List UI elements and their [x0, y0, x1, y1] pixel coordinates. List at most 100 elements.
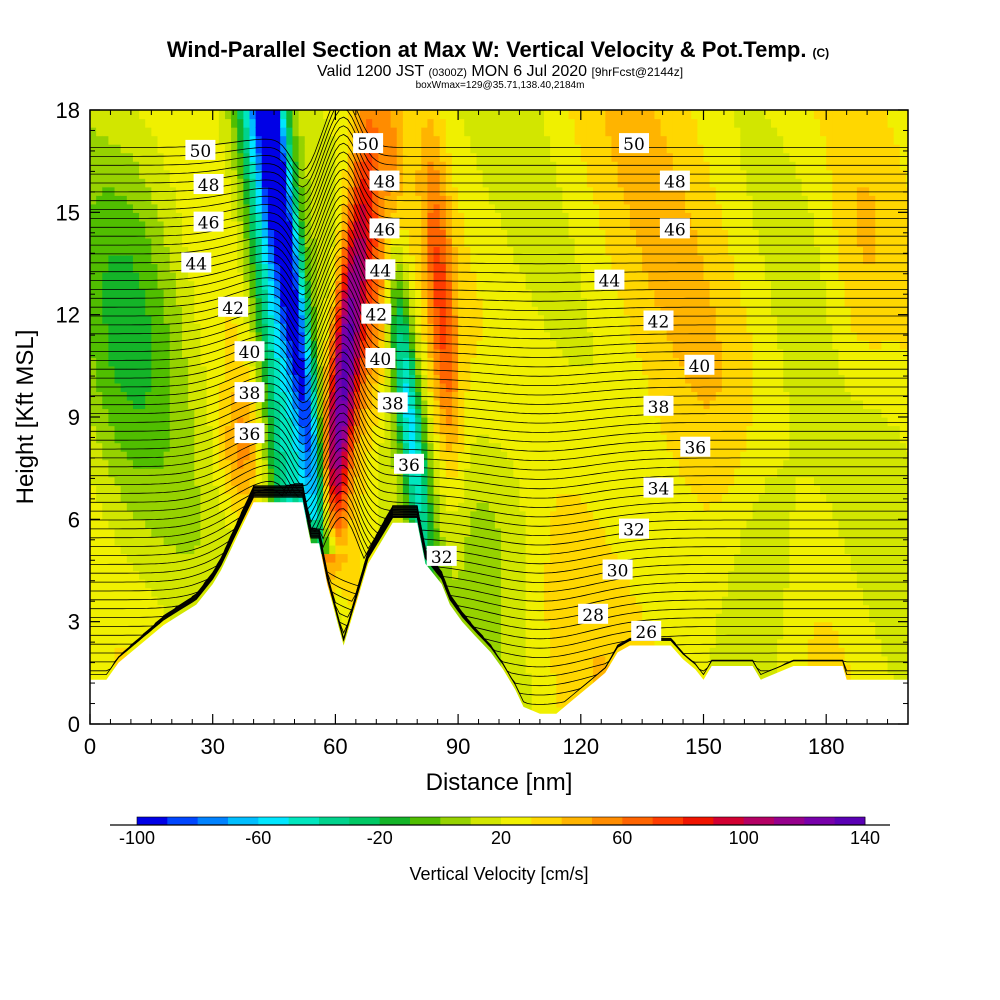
velocity-cell [169, 127, 177, 137]
velocity-cell [458, 203, 465, 213]
velocity-cell [182, 357, 189, 367]
velocity-cell [126, 476, 134, 486]
velocity-cell [151, 280, 159, 290]
velocity-cell [90, 212, 97, 222]
velocity-cell [188, 289, 195, 299]
velocity-cell [298, 144, 306, 154]
velocity-cell [237, 365, 244, 375]
velocity-cell [335, 604, 343, 614]
velocity-cell [409, 417, 416, 427]
velocity-cell [108, 604, 116, 614]
velocity-cell [188, 408, 195, 418]
velocity-cell [366, 178, 373, 188]
velocity-cell [409, 374, 416, 384]
velocity-cell [151, 502, 159, 512]
velocity-cell [96, 357, 103, 367]
velocity-cell [90, 110, 97, 120]
velocity-cell [157, 476, 165, 486]
velocity-cell [329, 331, 336, 341]
velocity-cell [182, 144, 189, 154]
velocity-cell [274, 127, 281, 137]
velocity-cell [476, 374, 484, 384]
velocity-cell [108, 587, 116, 597]
velocity-cell [243, 178, 251, 188]
velocity-cell [507, 596, 514, 606]
velocity-cell [341, 229, 349, 239]
velocity-cell [206, 510, 214, 520]
velocity-cell [458, 544, 465, 555]
velocity-cell [507, 331, 514, 341]
velocity-cell [359, 229, 367, 239]
velocity-cell [396, 272, 404, 282]
velocity-cell [114, 118, 122, 128]
velocity-cell [421, 408, 429, 418]
velocity-cell [114, 561, 122, 572]
velocity-cell [310, 442, 318, 452]
velocity-cell [274, 297, 281, 307]
velocity-cell [102, 459, 110, 469]
velocity-cell [96, 408, 103, 418]
velocity-cell [359, 169, 367, 179]
velocity-cell [132, 536, 140, 546]
velocity-cell [310, 220, 318, 230]
velocity-cell [347, 527, 355, 537]
velocity-cell [145, 297, 152, 307]
velocity-cell [464, 425, 471, 435]
velocity-cell [163, 527, 171, 537]
velocity-cell [292, 348, 300, 358]
velocity-cell [145, 604, 152, 614]
velocity-cell [286, 220, 294, 230]
velocity-cell [126, 144, 134, 154]
velocity-cell [335, 510, 343, 520]
velocity-cell [409, 203, 416, 213]
velocity-cell [108, 434, 116, 444]
velocity-cell [304, 203, 312, 213]
velocity-cell [317, 476, 324, 486]
velocity-cell [421, 365, 429, 375]
velocity-cell [409, 306, 416, 316]
velocity-cell [108, 596, 116, 606]
velocity-cell [451, 391, 459, 401]
velocity-cell [476, 502, 484, 512]
velocity-cell [261, 476, 269, 486]
velocity-cell [458, 485, 465, 495]
velocity-cell [409, 110, 416, 120]
velocity-cell [102, 553, 110, 563]
velocity-cell [433, 510, 441, 520]
velocity-cell [261, 186, 269, 196]
velocity-cell [310, 178, 318, 188]
velocity-cell [433, 493, 441, 503]
velocity-cell [218, 348, 226, 358]
velocity-cell [145, 382, 152, 393]
velocity-cell [292, 254, 300, 265]
velocity-cell [157, 434, 165, 444]
velocity-cell [470, 442, 478, 452]
velocity-cell [494, 459, 502, 469]
velocity-cell [280, 144, 287, 154]
velocity-cell [402, 442, 410, 452]
velocity-cell [409, 408, 416, 418]
velocity-cell [90, 289, 97, 299]
velocity-cell [427, 536, 435, 546]
velocity-cell [470, 135, 478, 145]
velocity-cell [310, 485, 318, 495]
velocity-cell [120, 527, 128, 537]
velocity-cell [507, 237, 514, 248]
velocity-cell [439, 468, 447, 478]
velocity-cell [298, 442, 306, 452]
velocity-cell [402, 417, 410, 427]
velocity-cell [396, 254, 404, 265]
velocity-cell [476, 544, 484, 555]
velocity-cell [151, 604, 159, 614]
velocity-cell [366, 459, 373, 469]
velocity-cell [218, 527, 226, 537]
velocity-cell [421, 536, 429, 546]
velocity-cell [396, 348, 404, 358]
velocity-cell [482, 561, 490, 572]
velocity-cell [96, 553, 103, 563]
velocity-cell [323, 272, 330, 282]
velocity-cell [132, 229, 140, 239]
velocity-cell [384, 502, 392, 512]
velocity-cell [206, 425, 214, 435]
velocity-cell [501, 348, 508, 358]
